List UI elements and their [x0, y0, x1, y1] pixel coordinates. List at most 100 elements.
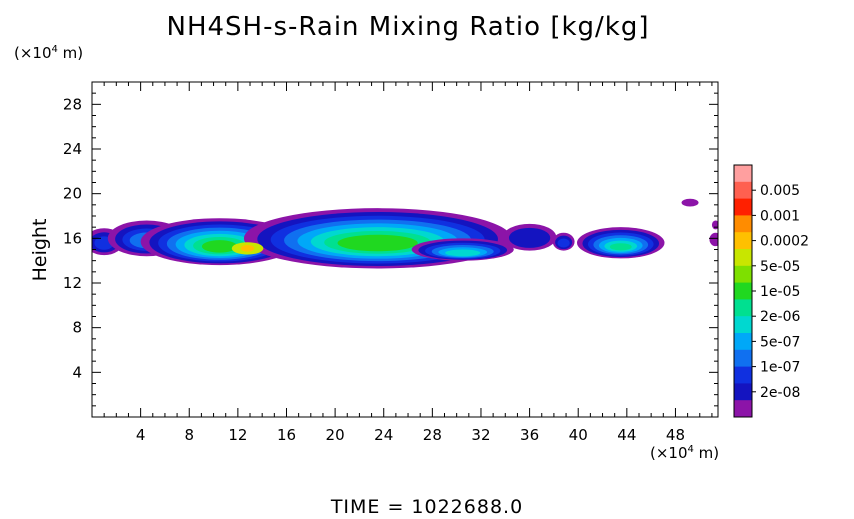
contour-east-dot — [552, 232, 575, 251]
contour-main-west — [193, 236, 247, 255]
colorbar-bin — [734, 366, 752, 384]
contour-east-cell — [593, 235, 649, 255]
contour-west-edge — [92, 228, 124, 256]
contour-east-cell — [604, 240, 638, 252]
colorbar-bin — [734, 232, 752, 250]
y-unit-prefix: (×10 — [14, 44, 52, 62]
contour-main-center — [324, 230, 432, 254]
x-tick-label: 8 — [184, 426, 194, 444]
contour-core-peak — [240, 245, 255, 252]
contour-main-west — [201, 240, 238, 253]
colorbar-bin — [734, 198, 752, 216]
contour-main-west — [175, 230, 264, 258]
x-tick-label: 40 — [569, 426, 588, 444]
y-unit-exponent: 4 — [51, 44, 58, 55]
x-tick-label: 20 — [326, 426, 345, 444]
x-unit-exponent: 4 — [687, 444, 694, 455]
contour-east-fragment — [502, 223, 557, 251]
contour-east-fragment — [508, 227, 551, 248]
contour-main-center — [257, 211, 498, 267]
colorbar-bin — [734, 383, 752, 401]
contour-main-west — [149, 221, 290, 264]
colorbar-bin — [734, 299, 752, 317]
contour-east-dot — [555, 235, 573, 250]
x-tick-label: 44 — [617, 426, 636, 444]
colorbar-label: 0.001 — [760, 208, 800, 224]
colorbar-bin — [734, 249, 752, 267]
colorbar-label: 1e-07 — [760, 360, 800, 376]
y-tick-label: 28 — [63, 95, 82, 113]
x-unit-suffix: m) — [693, 444, 720, 462]
colorbar-bin — [734, 316, 752, 334]
contour-west-cell — [129, 232, 164, 249]
contour-main-west — [158, 224, 282, 262]
contour-center-tail — [425, 242, 501, 259]
contour-main-center — [284, 219, 472, 262]
contour-west-cell — [122, 228, 172, 251]
x-unit-prefix: (×10 — [650, 444, 688, 462]
x-tick-label: 12 — [228, 426, 247, 444]
y-unit-suffix: m) — [57, 44, 84, 62]
contour-main-center — [310, 227, 445, 257]
contour-center-tail — [418, 240, 508, 260]
contour-isolated — [681, 198, 699, 207]
x-tick-label: 36 — [520, 426, 539, 444]
colorbar-label: 0.005 — [760, 183, 800, 199]
y-tick-label: 8 — [72, 319, 82, 337]
contour-center-tail — [438, 247, 488, 258]
colorbar-bin — [734, 215, 752, 233]
contour-main-center — [270, 215, 485, 264]
contour-east-cell — [598, 237, 643, 254]
contour-core — [231, 242, 264, 255]
y-axis-label: Height — [29, 218, 51, 282]
contour-center-tail — [431, 245, 494, 258]
contour-main-west — [184, 233, 255, 257]
contour-west-cell — [107, 220, 186, 257]
x-tick-label: 32 — [471, 426, 490, 444]
time-label: TIME = 1022688.0 — [330, 496, 524, 518]
chart-title: NH4SH-s-Rain Mixing Ratio [kg/kg] — [166, 12, 650, 42]
x-tick-label: 28 — [423, 426, 442, 444]
contour-main-west — [140, 218, 299, 266]
x-tick-label: 16 — [277, 426, 296, 444]
contour-west-edge — [94, 236, 114, 250]
x-tick-label: 4 — [136, 426, 146, 444]
colorbar: 0.005 0.001 0.0002 5e-05 1e-05 2e-06 5e-07 1e-0… — [733, 164, 809, 418]
colorbar-label: 5e-05 — [760, 259, 800, 275]
contour-east-cell — [576, 227, 665, 259]
colorbar-bin — [734, 349, 752, 367]
contour-west-edge — [92, 232, 119, 253]
y-tick-label: 24 — [63, 140, 82, 158]
contour-east-cell — [582, 229, 660, 258]
y-tick-label: 16 — [63, 229, 82, 247]
y-axis-unit: (×104 m) — [14, 44, 83, 62]
y-tick-label: 4 — [72, 363, 82, 381]
contour-east-cell — [587, 232, 654, 256]
x-tick-label: 24 — [374, 426, 393, 444]
x-axis-unit: (×104 m) — [650, 444, 719, 462]
contour-main-center — [337, 234, 418, 252]
contour-isolated — [709, 232, 718, 247]
y-tick-label: 12 — [63, 274, 82, 292]
colorbar-label: 2e-08 — [760, 385, 800, 401]
contour-center-tail — [445, 249, 481, 257]
contour-main-center — [297, 223, 458, 259]
plot-frame — [91, 81, 719, 418]
contour-center-tail — [411, 238, 514, 261]
contour-field — [92, 198, 718, 269]
colorbar-bin — [734, 282, 752, 300]
colorbar-label: 2e-06 — [760, 309, 800, 325]
contour-east-cell — [609, 243, 632, 251]
colorbar-bin — [734, 265, 752, 283]
contour-main-west — [166, 227, 273, 260]
x-tick-label: 48 — [666, 426, 685, 444]
colorbar-label: 1e-05 — [760, 284, 800, 300]
y-tick-label: 20 — [63, 185, 82, 203]
colorbar-label: 0.0002 — [760, 234, 809, 250]
contour-isolated — [711, 220, 718, 230]
colorbar-label: 5e-07 — [760, 334, 800, 350]
colorbar-bin — [734, 181, 752, 199]
colorbar-bin — [734, 165, 752, 183]
